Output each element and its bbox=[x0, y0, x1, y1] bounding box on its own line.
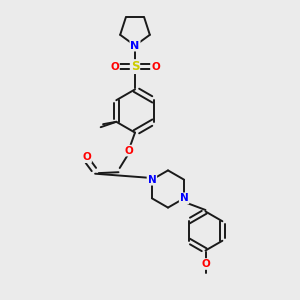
Text: O: O bbox=[124, 146, 134, 156]
Text: O: O bbox=[151, 61, 160, 72]
Text: O: O bbox=[110, 61, 119, 72]
Text: O: O bbox=[201, 259, 210, 269]
Text: N: N bbox=[130, 40, 140, 51]
Text: S: S bbox=[131, 60, 139, 73]
Text: O: O bbox=[82, 152, 91, 162]
Text: N: N bbox=[180, 193, 188, 203]
Text: N: N bbox=[148, 175, 156, 185]
